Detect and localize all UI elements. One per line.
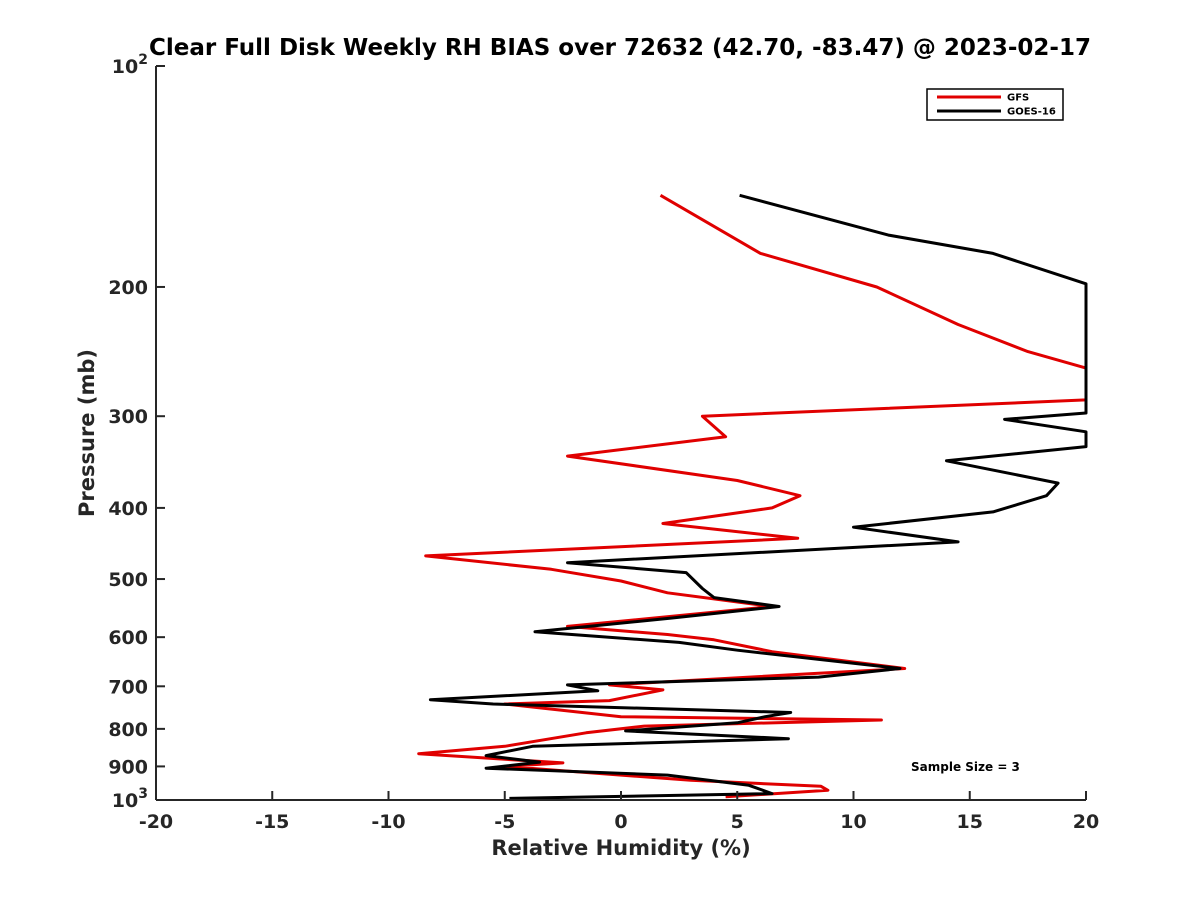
y-tick-label: 600 (108, 627, 148, 649)
series-line-goes16 (428, 193, 1088, 800)
y-tick-label: 300 (108, 406, 148, 428)
x-tick-group: -20 -15 -10 -5 0 5 10 15 20 (139, 791, 1099, 833)
series-layer (417, 193, 1088, 800)
x-tick-label: -10 (371, 811, 405, 833)
y-tick-label: 500 (108, 569, 148, 591)
y-tick-label: 102 (112, 52, 148, 78)
y-tick-label: 900 (108, 756, 148, 778)
y-axis-label: Pressure (mb) (75, 349, 99, 517)
series-line-gfs (417, 194, 1088, 799)
legend-label-goes16: GOES-16 (1007, 107, 1056, 118)
legend-label-gfs: GFS (1007, 93, 1029, 104)
y-tick-label: 200 (108, 277, 148, 299)
y-tick-label: 700 (108, 676, 148, 698)
x-tick-label: -15 (255, 811, 289, 833)
x-tick-label: 15 (957, 811, 983, 833)
y-tick-label: 800 (108, 719, 148, 741)
x-tick-label: 20 (1073, 811, 1099, 833)
sample-size-annotation: Sample Size = 3 (911, 760, 1020, 774)
x-tick-label: 5 (731, 811, 744, 833)
x-tick-label: -5 (494, 811, 515, 833)
legend: GFS GOES-16 (926, 88, 1064, 121)
y-tick-label: 103 (112, 786, 148, 812)
y-tick-group: 102 200 300 400 500 600 700 800 900 103 (108, 52, 165, 812)
y-tick-label: 400 (108, 498, 148, 520)
x-tick-label: 0 (614, 811, 627, 833)
chart-title: Clear Full Disk Weekly RH BIAS over 7263… (149, 35, 1091, 61)
x-tick-label: -20 (139, 811, 173, 833)
x-axis-label: Relative Humidity (%) (491, 836, 750, 860)
x-tick-label: 10 (840, 811, 866, 833)
legend-box (926, 88, 1064, 121)
